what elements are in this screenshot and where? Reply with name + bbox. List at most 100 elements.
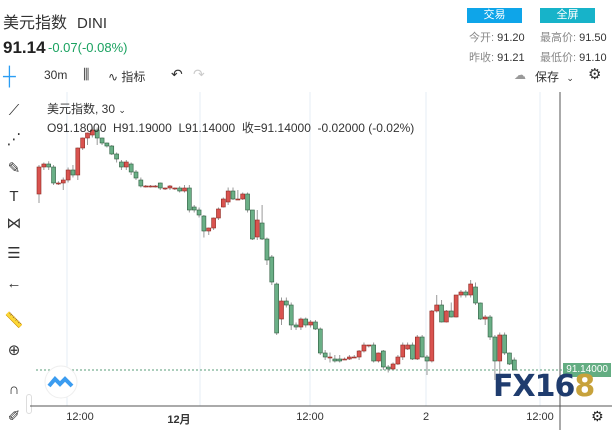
candle-body xyxy=(405,344,410,350)
magnet-icon[interactable]: ∩ xyxy=(8,380,20,398)
candle xyxy=(85,132,90,145)
candle xyxy=(196,207,202,218)
crosshair-icon[interactable]: ┼ xyxy=(3,66,16,86)
interval-selector[interactable]: 30m xyxy=(44,68,68,82)
candle xyxy=(385,365,391,373)
candle xyxy=(191,205,197,213)
stat-open: 今开: 91.20 xyxy=(469,32,525,44)
candle xyxy=(327,352,333,363)
stat-prev-close: 昨收: 91.21 xyxy=(469,52,525,64)
candle xyxy=(206,227,212,235)
save-button[interactable]: 保存 ⌄ xyxy=(535,70,574,84)
candle xyxy=(167,185,173,190)
indicators-button[interactable]: ∿ 指标 xyxy=(108,70,146,84)
axis-settings-icon[interactable]: ⚙ xyxy=(591,408,604,424)
candle xyxy=(439,300,444,323)
redo-icon[interactable]: ↷ xyxy=(193,66,205,82)
candle-body xyxy=(444,310,449,323)
candle-body xyxy=(153,185,158,188)
candle-body xyxy=(390,363,396,370)
candle xyxy=(414,335,420,360)
stat-low: 最低价: 91.10 xyxy=(540,52,607,64)
last-price: 91.14 xyxy=(3,38,46,57)
price-change: -0.07(-0.08%) xyxy=(48,40,128,55)
candle-body xyxy=(99,137,105,144)
candle-body xyxy=(240,193,245,200)
candle xyxy=(284,297,289,308)
candle-body xyxy=(434,304,440,312)
candle xyxy=(376,352,381,363)
lock-drawings-icon[interactable]: ✐ xyxy=(7,408,21,425)
candle xyxy=(162,187,168,190)
candle-body xyxy=(114,153,119,160)
candle xyxy=(211,217,216,230)
candle xyxy=(308,320,313,328)
candle-body xyxy=(327,356,333,359)
candle xyxy=(65,167,71,183)
candle-type-icon[interactable]: ⫼ xyxy=(83,66,90,82)
grid xyxy=(66,92,541,406)
candle xyxy=(153,185,158,188)
ruler-icon[interactable]: 📏 xyxy=(4,312,24,329)
candle xyxy=(502,332,507,355)
candle-body xyxy=(361,344,367,352)
gear-icon[interactable]: ⚙ xyxy=(588,66,602,83)
candle xyxy=(458,290,464,298)
candle xyxy=(288,302,294,330)
forecast-icon[interactable]: ☰ xyxy=(7,245,21,262)
text-icon[interactable]: T xyxy=(9,187,19,205)
x-tick: 2 xyxy=(422,411,430,423)
candle xyxy=(182,185,187,193)
title-text: 美元指数 xyxy=(3,15,68,32)
trade-button[interactable]: 交易 xyxy=(467,8,522,23)
zoom-in-icon[interactable]: ⊕ xyxy=(7,342,21,359)
trend-line-icon[interactable]: ⟋ xyxy=(8,101,20,119)
candle xyxy=(269,255,275,285)
candle-body xyxy=(225,190,231,203)
brush-icon[interactable]: ✎ xyxy=(7,160,21,177)
candle xyxy=(235,190,241,201)
chevron-down-icon: ⌄ xyxy=(566,73,574,83)
candle-body xyxy=(507,352,512,365)
candle xyxy=(172,187,178,190)
candle xyxy=(497,332,503,375)
candle-body xyxy=(162,187,168,190)
candle xyxy=(463,290,469,298)
candle-body xyxy=(254,219,260,238)
x-tick: 12:00 xyxy=(66,411,94,423)
candle-body xyxy=(172,187,178,190)
legend-ohlc: O91.18000 H91.19000 L91.14000 收=91.14000… xyxy=(47,121,415,135)
candle xyxy=(99,137,105,145)
cloud-icon[interactable]: ☁ xyxy=(514,68,526,82)
tradingview-logo-icon xyxy=(47,376,74,388)
candle xyxy=(90,127,95,138)
candle xyxy=(216,207,221,220)
candle-body xyxy=(60,179,66,184)
candle-body xyxy=(395,356,401,365)
fullscreen-button[interactable]: 全屏 xyxy=(540,8,595,23)
candle-body xyxy=(177,187,182,192)
candle-body xyxy=(94,129,100,139)
candle-body xyxy=(424,356,430,362)
candle xyxy=(434,295,440,313)
candle xyxy=(119,160,124,170)
candle-body xyxy=(381,350,386,368)
candle-body xyxy=(230,190,236,200)
collapse-toolbar-handle[interactable] xyxy=(26,394,32,414)
candle-body xyxy=(511,359,517,371)
arrow-left-icon[interactable]: ← xyxy=(6,274,22,292)
pattern-icon[interactable]: ⋈ xyxy=(6,215,22,232)
candle-body xyxy=(497,334,503,362)
candle-body xyxy=(269,256,275,283)
candle xyxy=(303,317,309,328)
candle xyxy=(94,127,100,145)
undo-icon[interactable]: ↶ xyxy=(171,66,183,82)
candle xyxy=(114,152,119,163)
candle-body xyxy=(448,310,454,318)
candle-body xyxy=(429,310,435,362)
candle-body xyxy=(90,129,95,136)
legend-title[interactable]: 美元指数, 30 ⌄ xyxy=(47,102,126,116)
candle xyxy=(250,209,255,240)
fib-icon[interactable]: ⋰ xyxy=(6,131,22,148)
